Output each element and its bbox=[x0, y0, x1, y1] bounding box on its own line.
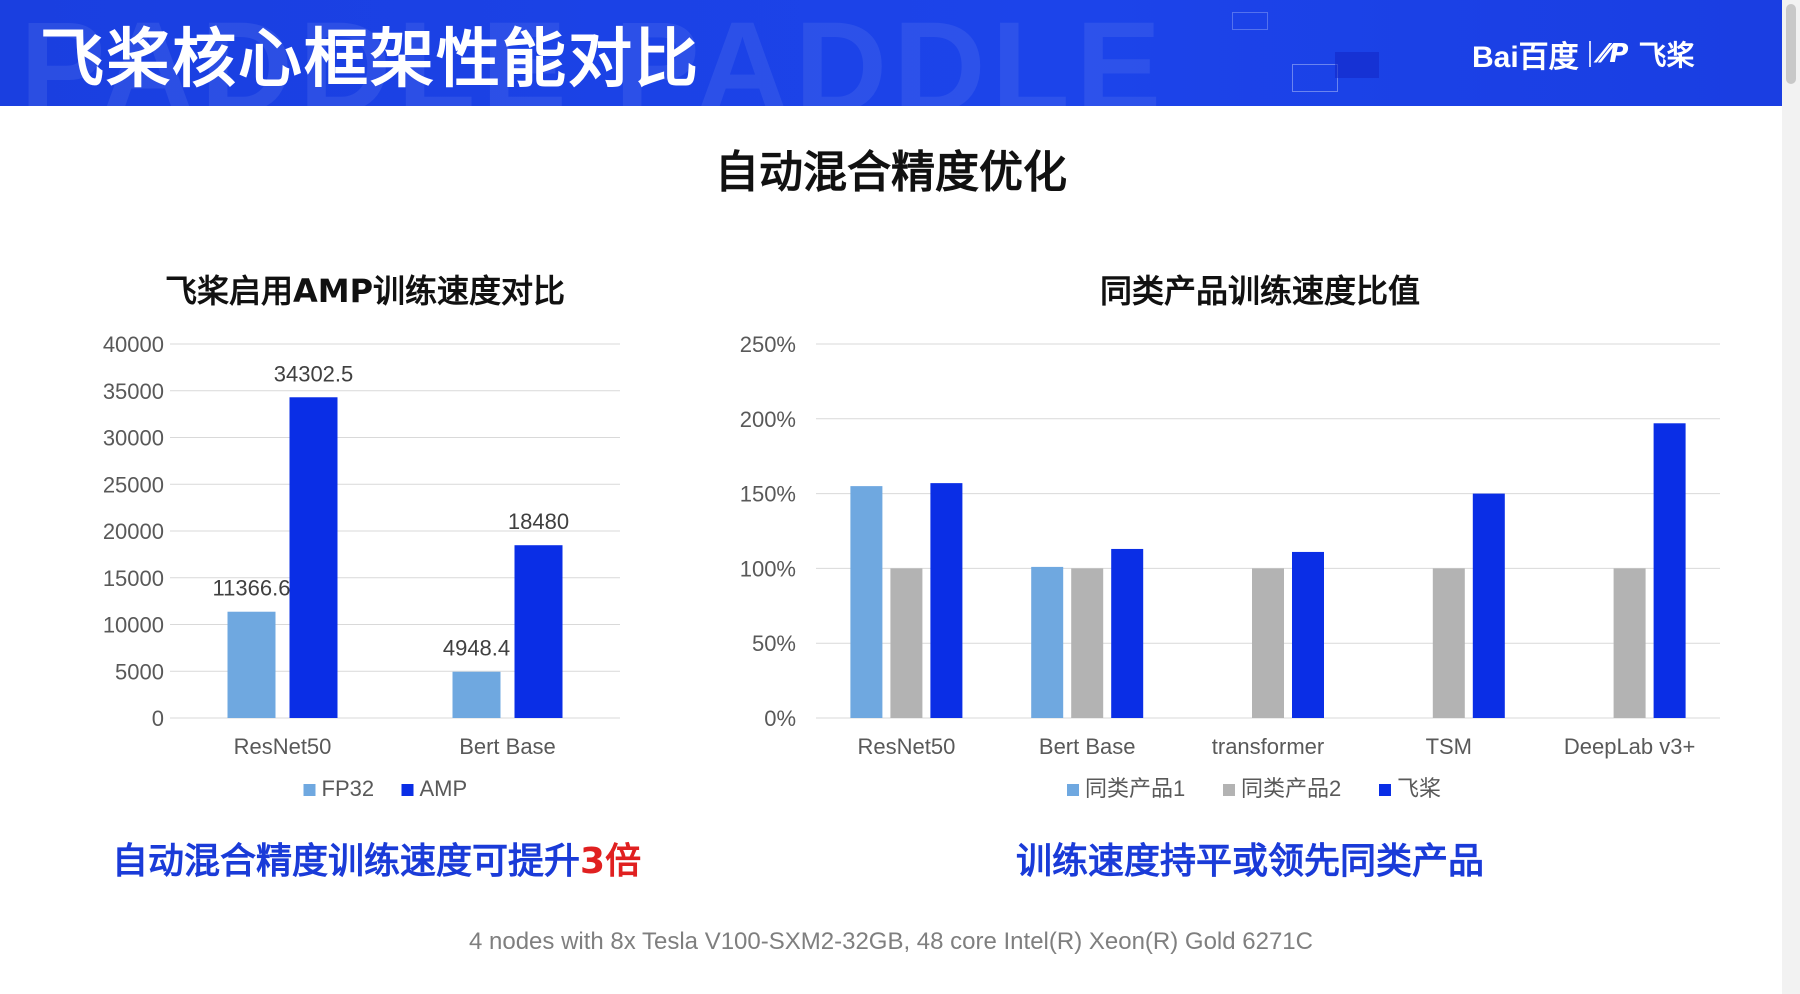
bar-飞桨 bbox=[930, 483, 963, 718]
x-tick-label: transformer bbox=[1212, 734, 1324, 759]
y-tick-label: 200% bbox=[740, 407, 796, 432]
bar-飞桨 bbox=[1292, 551, 1324, 718]
x-tick-label: TSM bbox=[1426, 734, 1472, 759]
legend-label: AMP bbox=[420, 776, 468, 801]
y-tick-label: 250% bbox=[740, 332, 796, 357]
vertical-scrollbar[interactable] bbox=[1782, 0, 1800, 994]
bar-同类产品2 bbox=[1613, 568, 1646, 718]
decor-square bbox=[1292, 64, 1338, 92]
y-tick-label: 20000 bbox=[103, 519, 164, 544]
bar-飞桨 bbox=[1472, 493, 1505, 718]
bar-飞桨 bbox=[1653, 423, 1686, 718]
chart-title-right: 同类产品训练速度比值 bbox=[1099, 272, 1420, 310]
bar-AMP bbox=[289, 397, 338, 718]
page-title: 飞桨核心框架性能对比 bbox=[40, 23, 700, 97]
bar-AMP bbox=[514, 545, 563, 718]
caption-left-highlight: 3倍 bbox=[580, 841, 642, 882]
hardware-footnote: 4 nodes with 8x Tesla V100-SXM2-32GB, 48… bbox=[469, 928, 1313, 955]
section-subtitle: 自动混合精度优化 bbox=[715, 147, 1067, 198]
amp-speed-chart: 0 5000 10000 15000 20000 25000 30000 35000 40000… bbox=[103, 332, 620, 801]
data-label: 11366.6 bbox=[213, 576, 291, 601]
legend-label: FP32 bbox=[322, 776, 375, 801]
legend-label: 同类产品2 bbox=[1241, 776, 1341, 801]
x-tick-label: ResNet50 bbox=[234, 734, 332, 759]
y-tick-label: 10000 bbox=[103, 613, 164, 638]
x-tick-label: Bert Base bbox=[1039, 734, 1136, 759]
legend-label: 飞桨 bbox=[1397, 776, 1441, 801]
x-tick-label: DeepLab v3+ bbox=[1564, 734, 1696, 759]
baidu-logo-text: Bai百度 bbox=[1472, 41, 1579, 74]
bar-FP32 bbox=[452, 671, 501, 718]
logo-separator bbox=[1588, 41, 1591, 67]
y-tick-label: 40000 bbox=[103, 332, 164, 357]
bar-飞桨 bbox=[1111, 548, 1144, 718]
header-banner: PADDLE PADDLE 飞桨核心框架性能对比 Bai百度 ⁄⁄P 飞桨 bbox=[0, 0, 1782, 106]
y-tick-label: 25000 bbox=[103, 472, 164, 497]
bar-同类产品2 bbox=[1252, 568, 1284, 718]
data-label: 18480 bbox=[508, 509, 569, 534]
data-label: 4948.4 bbox=[443, 636, 510, 661]
paddle-logo-icon: ⁄⁄P bbox=[1600, 39, 1629, 69]
caption-right: 训练速度持平或领先同类产品 bbox=[1016, 841, 1485, 882]
chart-title-left: 飞桨启用AMP训练速度对比 bbox=[164, 272, 566, 310]
bar-同类产品1 bbox=[1031, 566, 1064, 718]
brand-logo: Bai百度 ⁄⁄P 飞桨 bbox=[1472, 34, 1694, 74]
y-tick-label: 15000 bbox=[103, 566, 164, 591]
y-tick-label: 50% bbox=[752, 631, 796, 656]
paddle-logo-text: 飞桨 bbox=[1638, 39, 1695, 72]
x-tick-label: ResNet50 bbox=[857, 734, 955, 759]
legend-swatch bbox=[1379, 784, 1391, 796]
data-label: 34302.5 bbox=[274, 361, 354, 386]
bar-同类产品2 bbox=[890, 568, 923, 718]
decor-square bbox=[1335, 52, 1379, 78]
legend-label: 同类产品1 bbox=[1085, 776, 1185, 801]
scrollbar-thumb[interactable] bbox=[1786, 4, 1796, 84]
bar-同类产品2 bbox=[1432, 568, 1465, 718]
x-tick-label: Bert Base bbox=[459, 734, 556, 759]
legend-swatch bbox=[401, 784, 414, 796]
legend-swatch bbox=[1223, 784, 1235, 796]
header-watermark: PADDLE PADDLE bbox=[20, 0, 1168, 106]
competitor-ratio-chart: 0% 50% 100% 150% 200% 250% ResNet50 Bert Base tr… bbox=[740, 332, 1720, 801]
y-tick-label: 0 bbox=[152, 706, 164, 731]
y-tick-label: 35000 bbox=[103, 379, 164, 404]
decor-square bbox=[1232, 12, 1268, 30]
caption-left: 自动混合精度训练速度可提升3倍 bbox=[112, 832, 641, 884]
bar-同类产品2 bbox=[1071, 568, 1104, 718]
legend-swatch bbox=[303, 784, 316, 796]
bar-FP32 bbox=[227, 611, 276, 718]
caption-left-text: 自动混合精度训练速度可提升 bbox=[112, 841, 581, 882]
y-tick-label: 100% bbox=[740, 556, 796, 581]
y-tick-label: 0% bbox=[764, 706, 796, 731]
y-tick-label: 30000 bbox=[103, 426, 164, 451]
bar-同类产品1 bbox=[850, 486, 883, 718]
y-tick-label: 5000 bbox=[115, 659, 164, 684]
legend-swatch bbox=[1067, 784, 1079, 796]
y-tick-label: 150% bbox=[740, 482, 796, 507]
